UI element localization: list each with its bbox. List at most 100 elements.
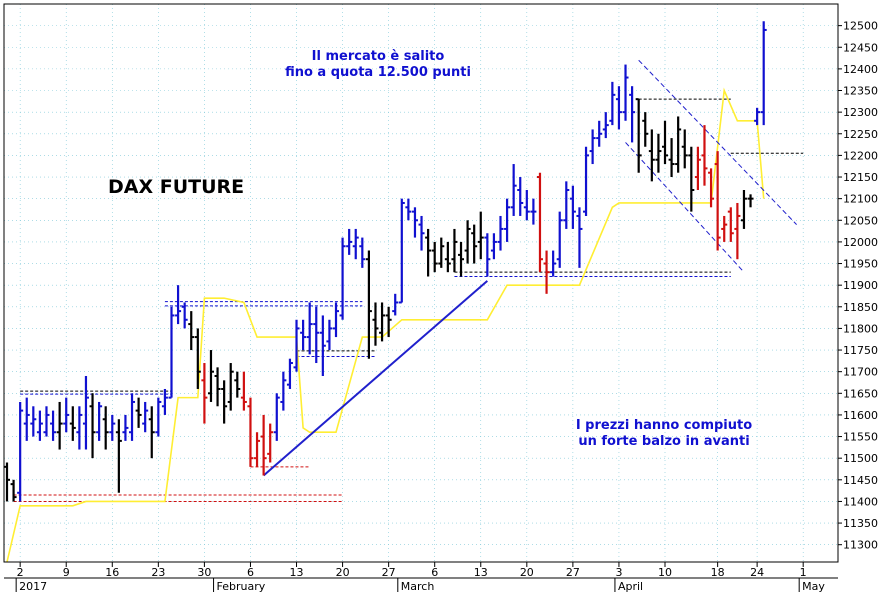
ohlc-bar bbox=[280, 371, 287, 411]
ohlc-bar bbox=[458, 241, 465, 277]
y-tick-label: 11350 bbox=[843, 517, 878, 530]
ohlc-bar bbox=[444, 241, 451, 273]
ohlc-bar bbox=[10, 479, 17, 502]
y-tick-label: 11850 bbox=[843, 301, 878, 314]
ohlc-bar bbox=[260, 414, 267, 476]
ohlc-bar bbox=[293, 319, 300, 372]
x-tick-label: 23 bbox=[151, 566, 165, 579]
ohlc-bar bbox=[339, 237, 346, 320]
ohlc-bar bbox=[221, 380, 228, 424]
ohlc-bar bbox=[418, 215, 425, 251]
x-tick-label: 30 bbox=[197, 566, 211, 579]
ohlc-bars bbox=[4, 21, 767, 502]
y-tick-label: 12250 bbox=[843, 128, 878, 141]
ohlc-bar bbox=[346, 228, 353, 255]
ohlc-bar bbox=[379, 302, 386, 342]
ohlc-bar bbox=[76, 406, 83, 450]
ohlc-bar bbox=[188, 311, 195, 351]
ohlc-bar bbox=[247, 397, 254, 467]
ohlc-bar bbox=[56, 401, 63, 450]
y-tick-label: 11300 bbox=[843, 539, 878, 552]
ohlc-bar bbox=[517, 177, 524, 216]
ohlc-bar bbox=[721, 215, 728, 242]
ohlc-bar bbox=[477, 211, 484, 260]
ohlc-bar bbox=[727, 207, 734, 242]
ohlc-bar bbox=[135, 397, 142, 428]
ohlc-bar bbox=[300, 319, 307, 351]
ohlc-bar bbox=[207, 350, 214, 402]
x-tick-label: 27 bbox=[382, 566, 396, 579]
y-tick-label: 12000 bbox=[843, 236, 878, 249]
ohlc-bar bbox=[563, 181, 570, 229]
annotation-top-line-2: fino a quota 12.500 punti bbox=[285, 65, 471, 80]
ohlc-bar bbox=[688, 146, 695, 212]
y-tick-label: 12500 bbox=[843, 20, 878, 33]
ohlc-bar bbox=[642, 112, 649, 147]
y-tick-label: 12100 bbox=[843, 193, 878, 206]
y-tick-label: 12050 bbox=[843, 214, 878, 227]
ohlc-bar bbox=[583, 146, 590, 216]
chart-title: DAX FUTURE bbox=[108, 176, 244, 198]
ohlc-bar bbox=[50, 410, 57, 441]
month-label: 2017 bbox=[19, 580, 47, 593]
ohlc-bar bbox=[254, 432, 261, 467]
trendline bbox=[262, 280, 488, 477]
ohlc-bar bbox=[648, 129, 655, 182]
y-tick-label: 12300 bbox=[843, 106, 878, 119]
y-tick-label: 12200 bbox=[843, 149, 878, 162]
ohlc-bar bbox=[161, 388, 168, 415]
y-tick-label: 11600 bbox=[843, 409, 878, 422]
ohlc-bar bbox=[392, 293, 399, 316]
ohlc-bar bbox=[405, 198, 412, 221]
ohlc-bar bbox=[273, 393, 280, 441]
ohlc-bar bbox=[319, 315, 326, 376]
y-tick-label: 11750 bbox=[843, 344, 878, 357]
ohlc-bar bbox=[352, 228, 359, 260]
ohlc-bar bbox=[17, 401, 24, 502]
ohlc-bar bbox=[359, 237, 366, 268]
ohlc-bar bbox=[313, 306, 320, 364]
y-tick-label: 11650 bbox=[843, 387, 878, 400]
ohlc-bar bbox=[63, 397, 70, 433]
y-tick-label: 11400 bbox=[843, 495, 878, 508]
ohlc-bar bbox=[286, 358, 293, 389]
ohlc-bar bbox=[694, 146, 701, 190]
x-tick-label: 13 bbox=[290, 566, 304, 579]
ohlc-bar bbox=[333, 302, 339, 338]
ohlc-bar bbox=[214, 367, 221, 407]
ohlc-bar bbox=[464, 220, 471, 264]
y-tick-label: 12150 bbox=[843, 171, 878, 184]
ohlc-bar bbox=[306, 302, 313, 355]
support-resistance-levels bbox=[13, 98, 804, 502]
ohlc-bar bbox=[365, 250, 372, 359]
y-tick-label: 11700 bbox=[843, 366, 878, 379]
ohlc-bar bbox=[240, 371, 247, 411]
ohlc-bar bbox=[69, 406, 76, 441]
ohlc-bar bbox=[89, 393, 96, 459]
y-tick-label: 11450 bbox=[843, 474, 878, 487]
y-tick-label: 11900 bbox=[843, 279, 878, 292]
ohlc-bar bbox=[635, 98, 642, 173]
ohlc-bar bbox=[451, 228, 458, 273]
ohlc-bar bbox=[122, 414, 129, 441]
x-axis: 2 9 16 23 30 6 13 20 27 6 13 20 27 3 10 18 24 1 2017 Februa… bbox=[3, 3, 839, 593]
annotation-bottom-line-2: un forte balzo in avanti bbox=[578, 434, 749, 449]
ohlc-bar bbox=[438, 237, 445, 268]
ohlc-bar bbox=[510, 164, 517, 216]
stop-line-path bbox=[6, 87, 765, 563]
ohlc-bar bbox=[425, 228, 432, 277]
ohlc-bar bbox=[497, 215, 504, 251]
ohlc-bar bbox=[701, 125, 708, 186]
ohlc-bar bbox=[194, 328, 201, 389]
x-tick-label: 27 bbox=[566, 566, 580, 579]
ohlc-bar bbox=[102, 406, 109, 450]
ohlc-bar bbox=[115, 419, 122, 493]
ohlc-bar bbox=[609, 81, 616, 126]
ohlc-bar bbox=[82, 376, 89, 450]
ohlc-bar bbox=[96, 401, 103, 441]
ohlc-bar bbox=[398, 198, 405, 304]
ohlc-bar bbox=[622, 64, 629, 121]
ohlc-bar bbox=[754, 107, 761, 126]
ohlc-bar bbox=[227, 363, 234, 411]
annotation-top-line-1: Il mercato è salito bbox=[312, 49, 445, 64]
